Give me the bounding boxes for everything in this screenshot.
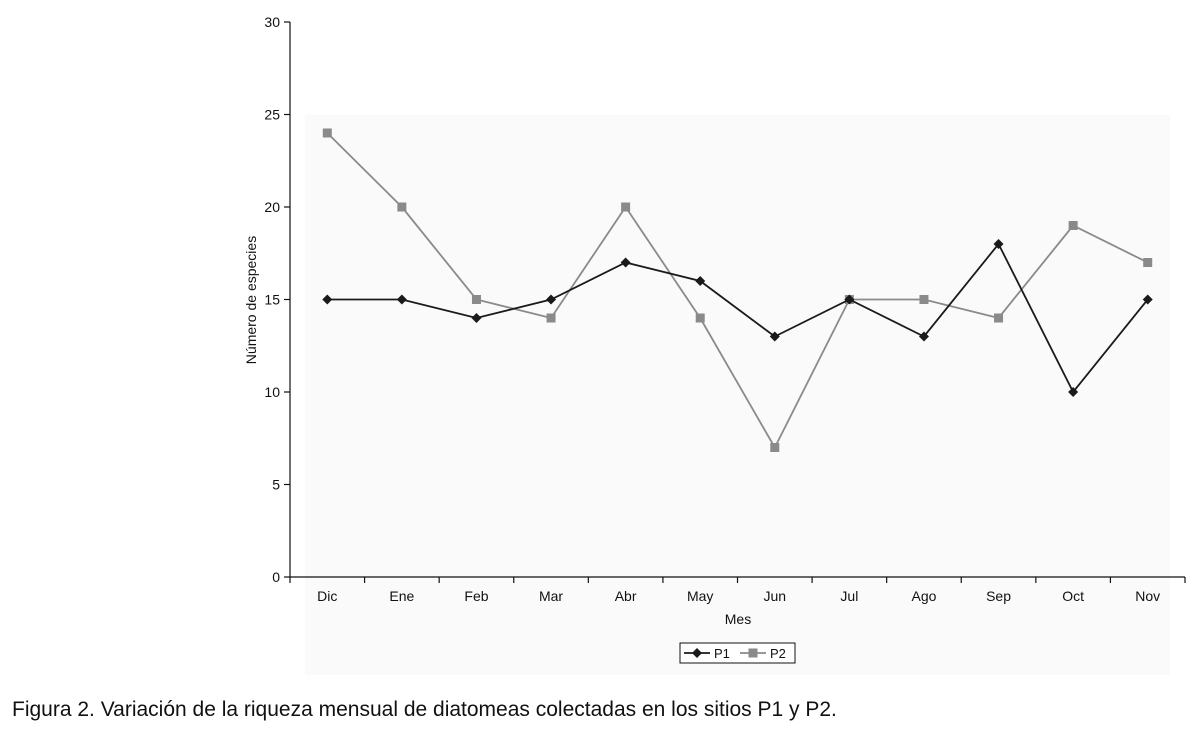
y-tick-label: 15: [264, 292, 280, 308]
legend-label-p1: P1: [714, 646, 730, 661]
data-point-p1: [322, 294, 333, 305]
y-tick-label: 20: [264, 199, 280, 215]
data-point-p1: [546, 294, 557, 305]
data-point-p2: [322, 128, 332, 138]
legend-marker-p1: [692, 648, 702, 658]
data-point-p2: [397, 202, 407, 212]
x-tick-label: Feb: [464, 588, 488, 604]
x-tick-label: Abr: [615, 588, 637, 604]
y-tick-label: 0: [272, 569, 280, 585]
data-point-p2: [471, 295, 481, 304]
x-tick-label: Sep: [986, 588, 1011, 604]
chart-axes: 0 5 10 15 20 25 30 Dic Ene Feb Mar Abr May Jun Jul Ago S…: [264, 14, 1186, 604]
x-tick-label: May: [687, 588, 713, 604]
data-point-p2: [621, 202, 631, 212]
data-point-p1: [844, 294, 855, 305]
data-point-p1: [471, 313, 482, 323]
data-point-p1: [396, 294, 407, 305]
chart-figure: 0 5 10 15 20 25 30 Dic Ene Feb Mar Abr May Jun Jul Ago S…: [243, 14, 1186, 675]
x-tick-label: Jul: [840, 588, 858, 604]
x-tick-label: Dic: [317, 588, 337, 604]
series-line-p2: [326, 132, 1149, 450]
x-tick-label: Jun: [764, 588, 787, 604]
series-line-p1: [327, 242, 1149, 394]
data-point-p2: [1143, 258, 1153, 267]
data-point-p1: [918, 331, 929, 342]
series-p1: [322, 239, 1153, 397]
chart-series: [322, 128, 1153, 452]
chart-legend: P1 P2: [679, 642, 796, 664]
data-point-p1: [695, 276, 706, 286]
data-point-p2: [1068, 221, 1078, 230]
y-tick-label: 5: [272, 477, 280, 493]
data-point-p2: [546, 313, 556, 323]
y-tick-label: 10: [264, 384, 280, 400]
plot-background: [305, 115, 1170, 675]
y-axis-title: Número de especies: [243, 236, 259, 364]
x-tick-label: Ago: [911, 588, 936, 604]
figure-caption: Figura 2. Variación de la riqueza mensua…: [12, 698, 837, 721]
legend-marker-p2: [748, 648, 758, 658]
x-axis-title: Mes: [725, 611, 751, 627]
y-tick-label: 25: [264, 107, 280, 123]
x-tick-label: Nov: [1135, 588, 1160, 604]
x-tick-label: Oct: [1062, 588, 1084, 604]
legend-label-p2: P2: [770, 646, 786, 661]
data-point-p1: [993, 239, 1004, 249]
data-point-p1: [769, 331, 780, 342]
data-point-p2: [695, 313, 705, 323]
legend-box: [679, 642, 796, 664]
data-point-p2: [770, 443, 780, 452]
x-tick-label: Mar: [539, 588, 563, 604]
data-point-p1: [620, 257, 631, 268]
x-tick-label: Ene: [389, 588, 414, 604]
y-tick-label: 30: [264, 14, 280, 30]
data-point-p1: [1068, 387, 1079, 397]
data-point-p2: [919, 295, 929, 304]
data-point-p1: [1142, 294, 1153, 305]
data-point-p2: [994, 313, 1004, 323]
